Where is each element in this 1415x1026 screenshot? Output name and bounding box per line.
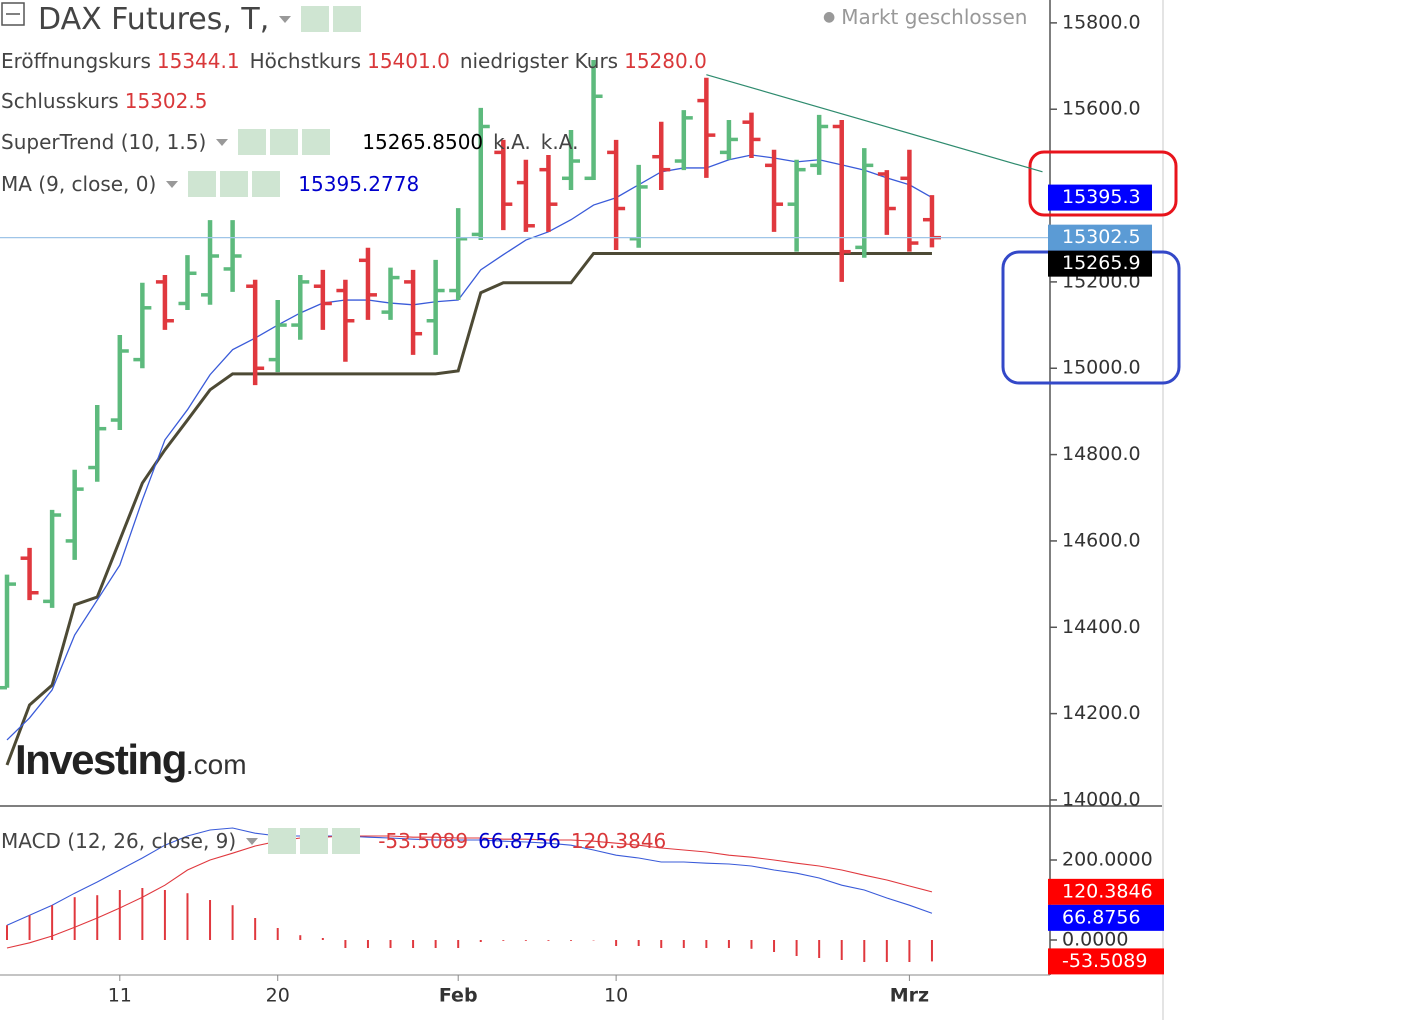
y-tick-label: 15800.0	[1062, 11, 1141, 33]
indicator-value: 120.3846	[570, 829, 667, 853]
icon[interactable]	[268, 828, 297, 854]
x-tick-label: 20	[266, 985, 290, 1007]
logo: Investing.com	[15, 736, 247, 784]
x-tick-label: 11	[108, 985, 132, 1007]
x-tick-label: Feb	[439, 985, 478, 1007]
y-tick-label: 15600.0	[1062, 98, 1141, 120]
indicator-value: -53.5089	[378, 829, 469, 853]
icon[interactable]	[252, 171, 281, 197]
indicator-value: 15395.2778	[298, 172, 420, 196]
icon[interactable]	[238, 129, 267, 155]
indicator-value: 66.8756	[478, 829, 561, 853]
title-row: DAX Futures, T,	[38, 1, 365, 37]
market-status: Markt geschlossen	[841, 5, 1028, 29]
indicator-name: SuperTrend (10, 1.5)	[1, 130, 207, 154]
y-tick-label: 14600.0	[1062, 529, 1141, 551]
status-row: ● Markt geschlossen	[823, 2, 1037, 32]
indicator-value: 15265.8500	[362, 130, 484, 154]
macd-row: MACD (12, 26, close, 9) -53.5089 66.8756…	[1, 826, 676, 856]
collapse-icon[interactable]	[1, 2, 25, 26]
y-tick-label: 14000.0	[1062, 788, 1141, 810]
indicator-name: MACD (12, 26, close, 9)	[1, 829, 237, 853]
close-value: 15302.5	[124, 89, 208, 113]
price-label-box	[1048, 184, 1152, 211]
trend-line	[706, 74, 1043, 173]
y-tick-label: 15000.0	[1062, 357, 1141, 379]
price-label-box	[1048, 948, 1164, 975]
price-label-box	[1048, 250, 1152, 277]
ma-row: MA (9, close, 0) 15395.2778	[1, 169, 429, 199]
dropdown[interactable]	[246, 837, 259, 845]
price-label-box	[1048, 904, 1164, 931]
dropdown[interactable]	[166, 180, 179, 188]
supertrend-row: SuperTrend (10, 1.5) 15265.8500 k.A. k.A…	[1, 127, 588, 157]
icon[interactable]	[302, 129, 331, 155]
low-value: 15280.0	[624, 49, 707, 73]
icon[interactable]	[300, 828, 329, 854]
price-label: 15302.5	[1062, 226, 1141, 248]
overlay-line	[5, 251, 932, 766]
icon[interactable]	[332, 828, 361, 854]
open-value: 15344.1	[156, 49, 240, 73]
close-label: Schlusskurs	[1, 89, 119, 113]
logo-suffix: .com	[185, 749, 247, 780]
price-label: 15265.9	[1062, 252, 1141, 274]
price-label: 15395.3	[1062, 186, 1141, 208]
high-value: 15401.0	[367, 49, 450, 73]
price-label: 66.8756	[1062, 906, 1141, 928]
y-tick-label: 14800.0	[1062, 443, 1141, 465]
close-row: Schlusskurs 15302.5	[1, 86, 217, 116]
y-tick-label: 14400.0	[1062, 616, 1141, 638]
high-label: Höchstkurs	[249, 49, 362, 73]
logo-name: Investing	[15, 736, 187, 783]
icon[interactable]	[333, 6, 362, 32]
y-tick-label: 200.0000	[1062, 849, 1153, 871]
price-label: -53.5089	[1062, 950, 1147, 972]
low-label: niedrigster Kurs	[459, 49, 619, 73]
x-tick-label: 10	[604, 985, 628, 1007]
ohlc-row: Eröffnungskurs 15344.1 Höchstkurs 15401.…	[1, 46, 717, 76]
indicator-name: MA (9, close, 0)	[1, 172, 157, 196]
open-label: Eröffnungskurs	[1, 49, 151, 73]
indicator-value: k.A.	[540, 130, 579, 154]
icon[interactable]	[301, 6, 330, 32]
chart-title: DAX Futures, T,	[38, 1, 270, 37]
status-dot: ●	[823, 9, 836, 25]
icon[interactable]	[270, 129, 299, 155]
price-label-box	[1048, 878, 1164, 905]
indicator-value: k.A.	[493, 130, 531, 154]
indicator-line	[6, 827, 933, 926]
icon[interactable]	[220, 171, 249, 197]
x-tick-label: Mrz	[890, 985, 929, 1007]
icon[interactable]	[188, 171, 217, 197]
price-label-box	[1048, 224, 1152, 251]
price-label: 120.3846	[1062, 880, 1153, 902]
dropdown[interactable]	[279, 15, 292, 23]
dropdown[interactable]	[216, 138, 229, 146]
highlight-red	[1028, 150, 1178, 217]
y-tick-label: 14200.0	[1062, 702, 1141, 724]
indicator-line	[6, 835, 933, 949]
y-tick-label: 0.0000	[1062, 929, 1128, 951]
overlay-line	[6, 154, 933, 741]
